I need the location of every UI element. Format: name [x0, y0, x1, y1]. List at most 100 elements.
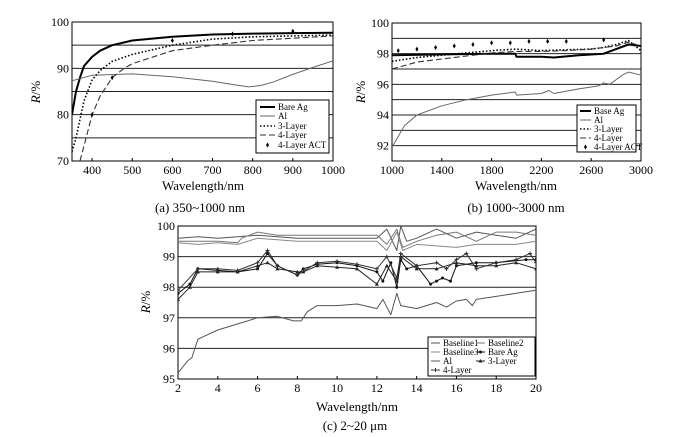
legend-label: Base Ag: [594, 106, 625, 116]
series-line: [72, 60, 333, 88]
data-point: [441, 276, 445, 280]
legend-label: 3-Layer: [278, 121, 306, 131]
legend-label: 4-Layer: [443, 365, 471, 375]
y-axis-label: R/%: [353, 81, 368, 105]
data-point: [355, 262, 359, 267]
y-tick-label: 100: [157, 219, 175, 233]
legend-item: 3-Layer: [476, 356, 516, 366]
legend-label: Bare Ag: [278, 102, 308, 112]
series-line: [392, 71, 641, 148]
legend-item: Bare Ag: [476, 347, 518, 357]
legend-marker: [478, 359, 483, 363]
series-line: [178, 231, 536, 251]
legend-item: 3-Layer: [580, 124, 622, 134]
data-point: [454, 257, 459, 262]
data-point: [514, 260, 519, 265]
data-point: [405, 267, 409, 271]
series-line: [178, 226, 536, 251]
data-point: [454, 264, 458, 268]
data-point: [215, 269, 220, 274]
series-4-layer: [79, 35, 333, 161]
data-point: [195, 266, 200, 271]
chart-caption: (b) 1000~3000 nm: [467, 200, 564, 215]
data-point: [414, 266, 419, 271]
y-tick-label: 100: [371, 16, 389, 30]
x-tick-label: 800: [244, 163, 262, 177]
data-point: [384, 263, 389, 268]
legend-label: Al: [443, 356, 452, 366]
series-line: [178, 256, 536, 300]
plot-frame: [177, 225, 537, 380]
data-point: [602, 37, 606, 43]
y-tick-label: 96: [377, 77, 389, 91]
data-point: [471, 41, 475, 47]
series-line: [178, 228, 536, 248]
x-tick-label: 2: [175, 381, 181, 395]
data-point: [90, 112, 94, 118]
y-axis-label-symbol: R: [138, 305, 153, 314]
chart-caption: (c) 2~20 μm: [323, 418, 388, 433]
chart-2: 2 4 6 8 10 12 14 16 18 20 95 96 97 98 99 100 Wavelength/…: [138, 219, 542, 433]
legend-label: Baseline1: [443, 338, 479, 348]
series-layer: [392, 37, 641, 148]
x-tick-label: 10: [331, 381, 343, 395]
x-tick-label: 900: [284, 163, 302, 177]
series-baseline2: [178, 228, 536, 248]
chart-0: 400 500 600 700 800 900 1000 70 80 90 100 Wavelengt…: [28, 15, 345, 215]
y-tick-label: 99: [163, 250, 175, 264]
data-point: [490, 40, 494, 46]
legend-label: 3-Layer: [488, 356, 516, 366]
data-point: [374, 282, 379, 286]
x-axis-label: Wavelength/nm: [316, 399, 398, 414]
x-tick-label: 4: [215, 381, 221, 395]
series-layer: [72, 28, 333, 161]
y-tick-label: 95: [163, 372, 175, 386]
y-axis-label-unit: /%: [28, 81, 43, 96]
legend-item: Al: [431, 356, 452, 366]
data-point: [474, 261, 478, 265]
data-point: [474, 266, 479, 271]
series-line: [392, 39, 641, 63]
data-point: [170, 38, 174, 44]
legend-item: 4-Layer: [260, 130, 306, 140]
legend-item: 4-Layer ACT: [266, 140, 327, 150]
legend-item: Al: [260, 111, 287, 121]
data-point: [524, 258, 528, 262]
legend-marker: [433, 368, 438, 372]
data-point: [381, 279, 385, 283]
y-tick-label: 98: [377, 47, 389, 61]
data-point: [275, 263, 280, 268]
legend-item: 4-Layer: [431, 365, 471, 375]
series-bare-ag: [178, 252, 536, 295]
legend-item: 4-Layer: [580, 133, 622, 143]
data-point: [429, 282, 433, 286]
y-tick-label: 90: [57, 61, 69, 75]
data-point: [355, 266, 359, 271]
legend-label: Bare Ag: [488, 347, 518, 357]
x-tick-label: 20: [530, 381, 542, 395]
legend-label: 4-Layer: [594, 133, 622, 143]
data-point: [508, 40, 512, 46]
data-point: [454, 260, 459, 265]
data-point: [255, 260, 260, 265]
x-tick-label: 6: [255, 381, 261, 395]
series-line: [79, 35, 333, 161]
series-baseline3: [178, 231, 536, 251]
legend-label: 3-Layer: [594, 124, 622, 134]
data-point: [110, 75, 114, 81]
x-tick-label: 2600: [579, 163, 603, 177]
data-point: [434, 45, 438, 51]
data-point: [178, 288, 180, 293]
y-tick-label: 98: [163, 280, 175, 294]
legend-label: Baseline2: [488, 338, 524, 348]
legend-item: Base Ag: [580, 106, 625, 116]
series-3-layer: [178, 254, 536, 301]
series-al: [392, 71, 641, 148]
series-layer: [178, 226, 536, 374]
series-3-layer: [392, 39, 641, 63]
x-axis-label: Wavelength/nm: [162, 178, 244, 193]
data-point: [235, 268, 240, 273]
series-line: [72, 34, 333, 152]
legend-marker: [584, 144, 587, 150]
x-tick-label: 400: [83, 163, 101, 177]
